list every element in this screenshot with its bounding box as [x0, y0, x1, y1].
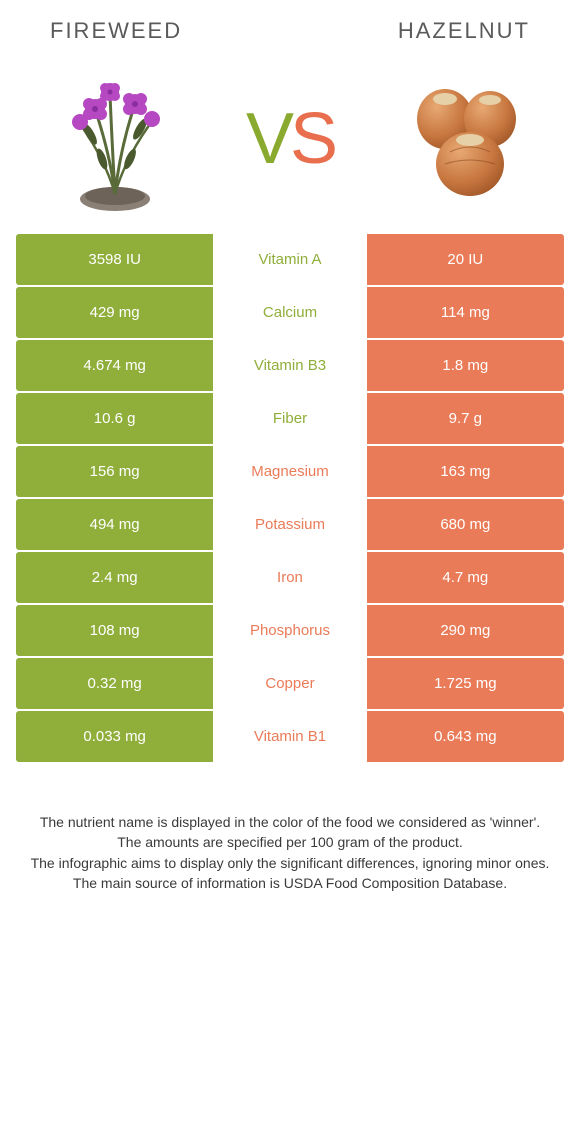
- left-value-cell: 0.32 mg: [16, 658, 213, 709]
- left-value-cell: 10.6 g: [16, 393, 213, 444]
- right-value-cell: 680 mg: [367, 499, 564, 550]
- right-value-cell: 0.643 mg: [367, 711, 564, 762]
- table-row: 429 mgCalcium114 mg: [16, 287, 564, 338]
- vs-label: VS: [246, 98, 334, 180]
- right-value-cell: 1.725 mg: [367, 658, 564, 709]
- left-value-cell: 156 mg: [16, 446, 213, 497]
- left-value-cell: 2.4 mg: [16, 552, 213, 603]
- footer-line: The amounts are specified per 100 gram o…: [28, 832, 552, 852]
- nutrient-label-cell: Vitamin B1: [213, 711, 366, 762]
- infographic-container: Fireweed Hazelnut: [0, 0, 580, 893]
- nutrient-label-cell: Copper: [213, 658, 366, 709]
- nutrient-label-cell: Vitamin B3: [213, 340, 366, 391]
- footer-notes: The nutrient name is displayed in the co…: [0, 764, 580, 893]
- images-row: VS: [0, 54, 580, 234]
- table-row: 0.32 mgCopper1.725 mg: [16, 658, 564, 709]
- comparison-table: 3598 IUVitamin A20 IU429 mgCalcium114 mg…: [16, 234, 564, 762]
- left-value-cell: 0.033 mg: [16, 711, 213, 762]
- right-value-cell: 290 mg: [367, 605, 564, 656]
- left-value-cell: 494 mg: [16, 499, 213, 550]
- right-value-cell: 4.7 mg: [367, 552, 564, 603]
- right-value-cell: 9.7 g: [367, 393, 564, 444]
- right-value-cell: 163 mg: [367, 446, 564, 497]
- hazelnut-image: [390, 64, 540, 214]
- fireweed-image: [40, 64, 190, 214]
- table-row: 2.4 mgIron4.7 mg: [16, 552, 564, 603]
- table-row: 0.033 mgVitamin B10.643 mg: [16, 711, 564, 762]
- nutrient-label-cell: Potassium: [213, 499, 366, 550]
- table-row: 156 mgMagnesium163 mg: [16, 446, 564, 497]
- footer-line: The infographic aims to display only the…: [28, 853, 552, 873]
- vs-s: S: [290, 99, 334, 179]
- vs-v: V: [246, 99, 290, 179]
- nutrient-label-cell: Calcium: [213, 287, 366, 338]
- left-value-cell: 108 mg: [16, 605, 213, 656]
- nutrient-label-cell: Fiber: [213, 393, 366, 444]
- table-row: 4.674 mgVitamin B31.8 mg: [16, 340, 564, 391]
- nutrient-label-cell: Phosphorus: [213, 605, 366, 656]
- table-row: 10.6 gFiber9.7 g: [16, 393, 564, 444]
- nutrient-label-cell: Iron: [213, 552, 366, 603]
- left-food-title: Fireweed: [50, 18, 182, 44]
- left-value-cell: 4.674 mg: [16, 340, 213, 391]
- table-row: 494 mgPotassium680 mg: [16, 499, 564, 550]
- header: Fireweed Hazelnut: [0, 0, 580, 54]
- nutrient-label-cell: Vitamin A: [213, 234, 366, 285]
- footer-line: The main source of information is USDA F…: [28, 873, 552, 893]
- left-value-cell: 429 mg: [16, 287, 213, 338]
- nutrient-label-cell: Magnesium: [213, 446, 366, 497]
- table-row: 3598 IUVitamin A20 IU: [16, 234, 564, 285]
- footer-line: The nutrient name is displayed in the co…: [28, 812, 552, 832]
- right-value-cell: 1.8 mg: [367, 340, 564, 391]
- right-value-cell: 20 IU: [367, 234, 564, 285]
- right-value-cell: 114 mg: [367, 287, 564, 338]
- left-value-cell: 3598 IU: [16, 234, 213, 285]
- table-row: 108 mgPhosphorus290 mg: [16, 605, 564, 656]
- right-food-title: Hazelnut: [398, 18, 530, 44]
